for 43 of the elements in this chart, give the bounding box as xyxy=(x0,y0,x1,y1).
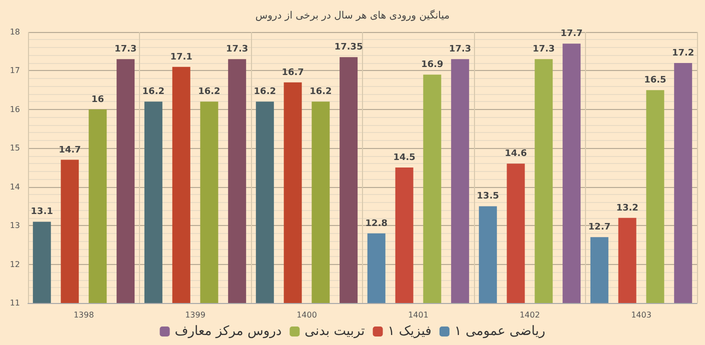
y-tick-label: 14 xyxy=(10,182,20,192)
data-label: 17.1 xyxy=(170,52,192,62)
x-tick-label: 1400 xyxy=(296,310,317,320)
data-label: 16.2 xyxy=(310,87,332,98)
data-label: 17.3 xyxy=(226,44,248,55)
data-label: 16.5 xyxy=(644,76,666,86)
legend-label: تربیت بدنی xyxy=(304,324,366,339)
x-tick-label: 1403 xyxy=(631,310,652,320)
x-tick-label: 1398 xyxy=(74,310,94,320)
legend-label: فیزیک ۱ xyxy=(388,324,432,339)
legend-label: دروس مرکز معارف xyxy=(174,324,282,339)
legend-label: ریاضی عمومی ۱ xyxy=(454,324,546,339)
data-label: 14.5 xyxy=(393,153,416,163)
x-tick-label: 1401 xyxy=(408,310,428,320)
y-tick-label: 18 xyxy=(10,28,20,36)
data-label: 12.8 xyxy=(365,218,388,229)
chart-title: میانگین ورودی های هر سال در برخی از دروس xyxy=(255,10,450,22)
data-label: 17.3 xyxy=(114,44,137,55)
y-tick-label: 17 xyxy=(10,66,20,76)
data-label: 14.6 xyxy=(504,149,527,160)
y-tick-label: 15 xyxy=(10,144,20,153)
data-label: 12.7 xyxy=(588,222,611,233)
data-label: 16.2 xyxy=(142,87,165,98)
x-tick-label: 1402 xyxy=(520,310,540,320)
x-tick-label: 1399 xyxy=(185,310,206,320)
y-tick-label: 13 xyxy=(10,221,20,230)
data-label: 17.7 xyxy=(560,29,583,40)
data-label: 16.9 xyxy=(421,60,444,70)
data-label: 16.2 xyxy=(198,87,220,98)
y-tick-label: 11 xyxy=(10,298,20,308)
data-label: 16 xyxy=(91,94,104,105)
data-label: 17.3 xyxy=(448,44,472,55)
data-label: 13.1 xyxy=(30,207,54,218)
data-label: 13.2 xyxy=(616,203,638,214)
y-tick-label: 12 xyxy=(10,260,20,269)
data-label: 14.7 xyxy=(58,145,81,156)
data-label: 16.7 xyxy=(282,68,304,78)
data-label: 17.35 xyxy=(334,42,363,53)
data-label: 13.5 xyxy=(476,192,500,202)
data-label: 17.3 xyxy=(532,44,555,55)
data-label: 17.2 xyxy=(672,48,694,58)
data-label: 16.2 xyxy=(254,87,276,98)
y-tick-label: 16 xyxy=(10,104,20,114)
